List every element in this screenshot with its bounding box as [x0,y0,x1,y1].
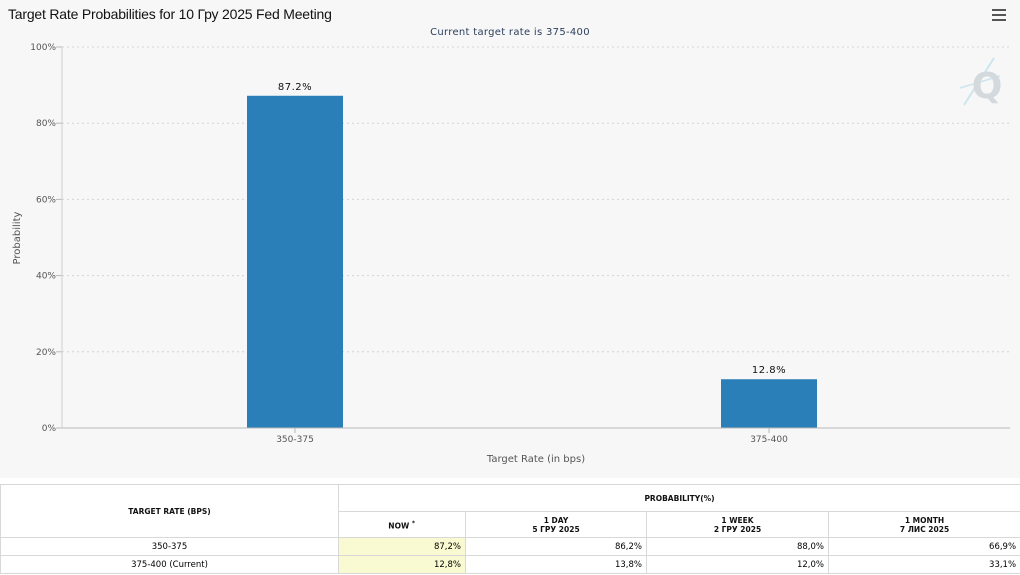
row-rate: 375-400 (Current) [0,555,339,574]
chart-title: Target Rate Probabilities for 10 Гру 202… [8,6,332,22]
now-footnote-mark: * [411,519,415,527]
y-tick-label: 20% [36,348,56,358]
svg-text:Q: Q [972,66,1003,107]
header-1day: 1 DAY 5 ГРУ 2025 [465,511,647,538]
row-1day: 86,2% [465,537,647,556]
y-axis-label: Probability [12,211,23,264]
header-1week: 1 WEEK 2 ГРУ 2025 [646,511,829,538]
bar [721,379,817,428]
y-tick-label: 80% [36,119,56,129]
y-tick-label: 60% [36,195,56,205]
chart-subtitle: Current target rate is 375-400 [430,27,590,38]
probability-table-container: TARGET RATE (BPS) PROBABILITY(%) NOW * 1… [0,484,1020,574]
bar [247,95,343,428]
row-now: 87,2% [338,537,466,556]
grid-lines [56,46,1010,429]
row-now: 12,8% [338,555,466,574]
y-tick-label: 100% [30,43,56,53]
bar-data-label: 87.2% [278,82,312,93]
bars: 87.2% 12.8% [247,82,817,428]
header-probability: PROBABILITY(%) [337,484,1020,512]
chart-panel: Target Rate Probabilities for 10 Гру 202… [8,6,1010,465]
bar-chart: 0% 20% 40% 60% 80% 100% 87.2% 12.8% 350-375 375… [12,43,1010,465]
x-axis-label: Target Rate (in bps) [486,454,585,465]
hamburger-menu-icon[interactable] [992,9,1006,22]
y-tick-label: 0% [42,424,57,434]
bar-data-label: 12.8% [752,365,786,376]
y-tick-label: 40% [36,272,56,282]
row-rate: 350-375 [0,537,339,556]
x-tick-labels: 350-375 375-400 [276,428,788,445]
row-1week: 88,0% [646,537,829,556]
table-row: 375-400 (Current) 12,8% 13,8% 12,0% 33,1… [0,555,1020,574]
header-now: NOW * [338,511,466,538]
x-tick-label: 350-375 [276,435,314,445]
probability-table: TARGET RATE (BPS) PROBABILITY(%) NOW * 1… [0,484,1020,574]
table-row: 350-375 87,2% 86,2% 88,0% 66,9% [0,537,1020,556]
x-tick-label: 375-400 [750,435,788,445]
header-target-rate: TARGET RATE (BPS) [0,484,339,538]
row-1week: 12,0% [646,555,829,574]
row-1day: 13,8% [465,555,647,574]
row-1month: 33,1% [827,555,1020,574]
q-logo-icon: Q [959,57,1003,107]
y-tick-labels: 0% 20% 40% 60% 80% 100% [30,43,56,434]
row-1month: 66,9% [827,537,1020,556]
header-1month: 1 MONTH 7 ЛИС 2025 [827,511,1020,538]
